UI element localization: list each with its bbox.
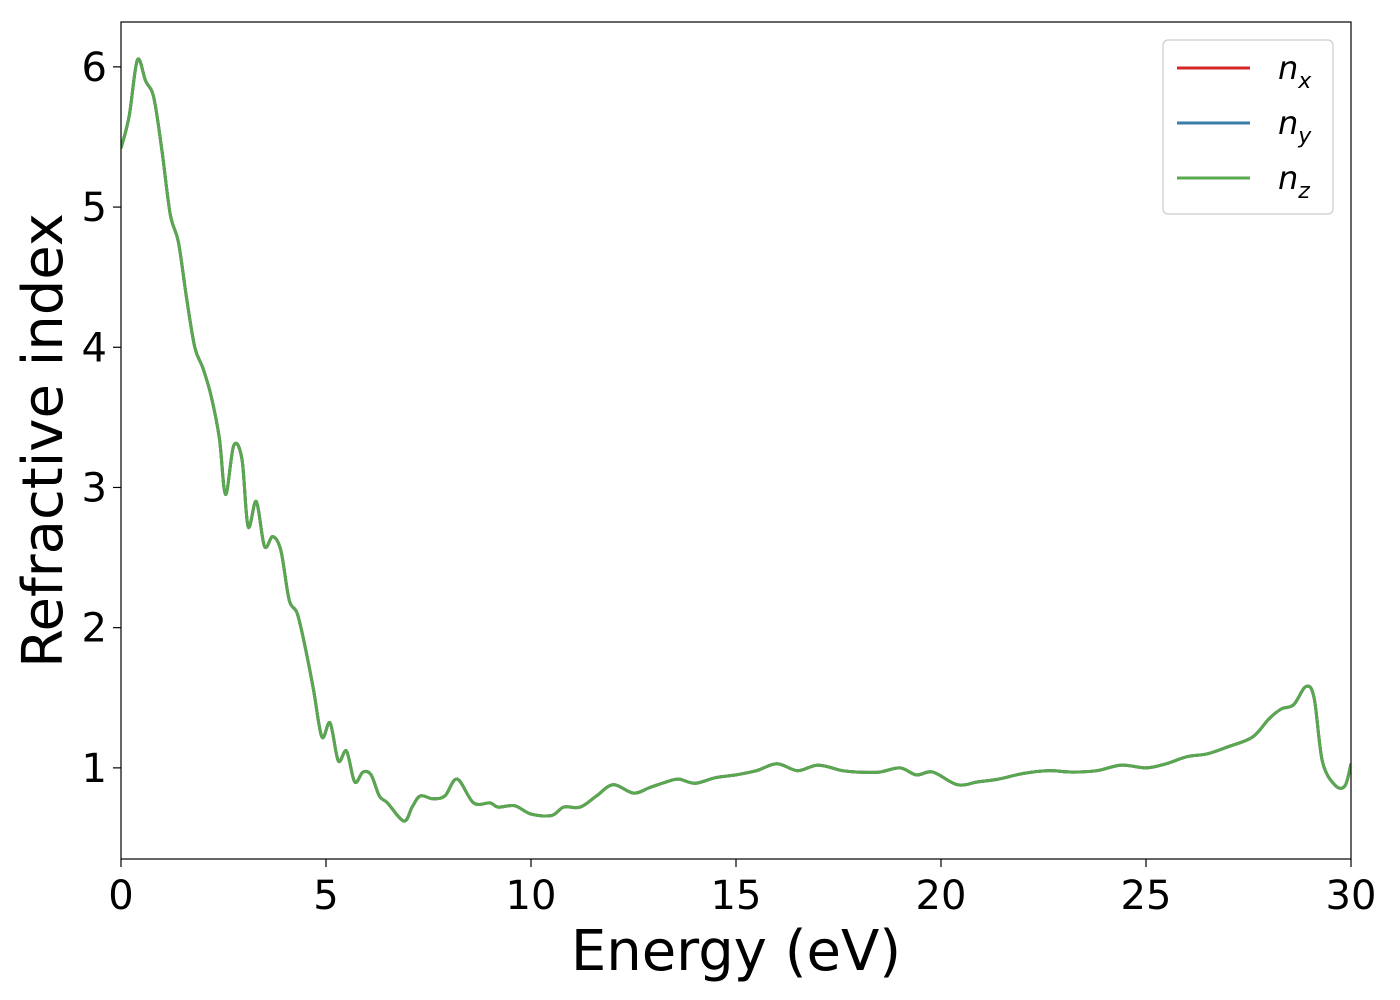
x-tick-label: 10 [506,873,557,919]
legend-label-nx: nx [1278,49,1312,94]
y-tick-label: 3 [82,465,107,511]
y-tick-label: 2 [82,606,107,652]
legend-label-subscript: y [1297,124,1312,149]
y-tick-label: 6 [82,45,107,91]
x-axis: 0 5 10 15 20 25 30 [108,859,1376,919]
legend-label-base: n [1278,159,1298,197]
x-tick-label: 0 [108,873,133,919]
legend-label-base: n [1278,49,1298,87]
series-line-nz [121,57,1351,823]
x-tick-label: 20 [916,873,967,919]
x-tick-label: 25 [1121,873,1172,919]
series-layer [121,57,1351,823]
legend-label-nz: nz [1278,159,1310,204]
legend-label-base: n [1278,104,1298,142]
x-axis-title: Energy (eV) [571,919,901,984]
x-tick-label: 30 [1326,873,1377,919]
y-tick-label: 5 [82,185,107,231]
y-tick-label: 1 [82,746,107,792]
legend-label-ny: ny [1278,104,1312,149]
legend-box [1162,39,1334,215]
legend-label-subscript: z [1297,179,1310,204]
y-axis-title: Refractive index [11,213,76,668]
x-tick-label: 5 [313,873,338,919]
x-tick-label: 15 [711,873,762,919]
y-tick-label: 4 [82,325,107,371]
legend-label-subscript: x [1297,69,1312,94]
y-axis: 1 2 3 4 5 6 [82,45,121,792]
